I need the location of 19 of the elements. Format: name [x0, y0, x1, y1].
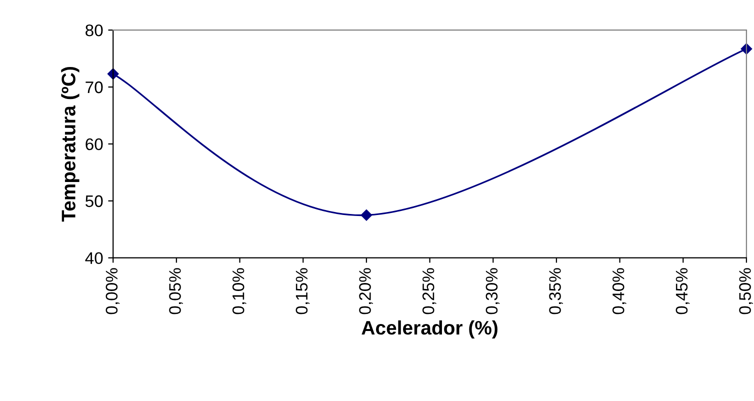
- y-tick-label: 70: [86, 81, 103, 94]
- x-tick-label: 0,20%: [359, 268, 373, 314]
- y-tick-label: 80: [86, 24, 103, 36]
- y-tick-label: 40: [85, 252, 103, 264]
- x-tick-label: 0,50%: [739, 268, 753, 314]
- x-tick-label: 0,00%: [106, 268, 120, 314]
- x-tick-label: 0,30%: [486, 268, 500, 314]
- x-tick-label: 0,45%: [676, 268, 690, 314]
- y-tick-label: 60: [86, 138, 103, 150]
- point: [360, 210, 372, 221]
- x-tick-label: 0,05%: [169, 268, 183, 314]
- x-tick-label: 0,40%: [612, 268, 626, 314]
- x-tick-label: 0,35%: [549, 268, 563, 314]
- x-axis-title: Acelerador (%): [362, 320, 498, 338]
- x-tick-label: 0,15%: [296, 268, 310, 314]
- y-axis-title: Temperatura (ºC): [61, 67, 80, 222]
- x-tick-label: 0,25%: [422, 268, 436, 314]
- x-tick-label: 0,10%: [232, 268, 246, 314]
- y-tick-label: 50: [86, 195, 103, 208]
